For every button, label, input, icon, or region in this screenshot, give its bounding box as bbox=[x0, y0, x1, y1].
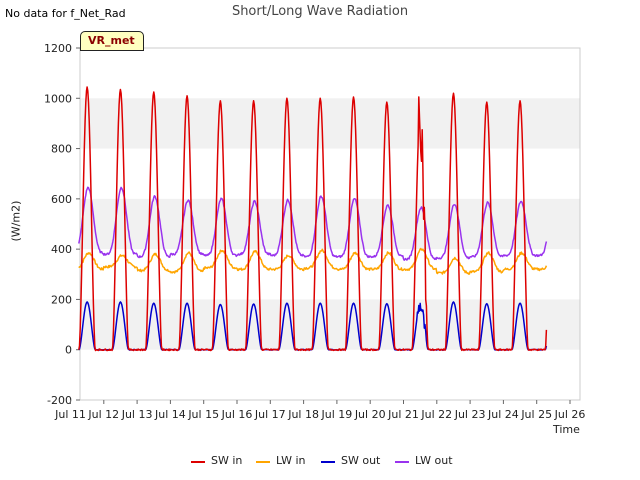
y-tick-label: -200 bbox=[47, 394, 72, 407]
x-tick-label: Jul 26 bbox=[554, 408, 586, 421]
x-tick-label: Jul 21 bbox=[387, 408, 419, 421]
grid-band bbox=[80, 299, 580, 350]
legend-swatch-sw-in bbox=[191, 461, 205, 463]
x-tick-label: Jul 15 bbox=[187, 408, 219, 421]
grid-band bbox=[80, 98, 580, 149]
series-line-lw-out bbox=[78, 186, 548, 261]
chart-title: Short/Long Wave Radiation bbox=[231, 4, 409, 19]
y-tick-label: 800 bbox=[51, 143, 72, 156]
legend-label-sw-out: SW out bbox=[341, 454, 381, 467]
no-data-notice: No data for f_Net_Rad bbox=[5, 7, 126, 20]
x-tick-label: Jul 16 bbox=[221, 408, 253, 421]
x-tick-label: Jul 19 bbox=[321, 408, 353, 421]
legend-swatch-sw-out bbox=[321, 461, 335, 463]
legend-label-lw-in: LW in bbox=[276, 454, 306, 467]
y-tick-label: 1200 bbox=[44, 42, 72, 55]
x-tick-label: Jul 23 bbox=[454, 408, 486, 421]
x-tick-label: Jul 20 bbox=[354, 408, 386, 421]
x-tick-label: Jul 13 bbox=[121, 408, 153, 421]
x-tick-label: Jul 11 bbox=[54, 408, 86, 421]
y-tick-label: 600 bbox=[51, 193, 72, 206]
y-axis-label: (W/m2) bbox=[9, 200, 23, 242]
x-tick-label: Jul 24 bbox=[487, 408, 519, 421]
site-tag: VR_met bbox=[80, 31, 144, 51]
y-tick-label: 400 bbox=[51, 243, 72, 256]
x-tick-label: Jul 14 bbox=[154, 408, 186, 421]
plot-border bbox=[79, 47, 581, 401]
y-tick-label: 200 bbox=[51, 293, 72, 306]
x-tick-label: Jul 18 bbox=[287, 408, 319, 421]
x-tick-label: Jul 12 bbox=[87, 408, 119, 421]
legend-swatch-lw-out bbox=[395, 461, 409, 463]
x-tick-label: Jul 25 bbox=[520, 408, 552, 421]
series-line-lw-in bbox=[78, 247, 548, 275]
series-line-sw-in bbox=[78, 86, 548, 352]
y-tick-label: 1000 bbox=[44, 92, 72, 105]
legend: SW in LW in SW out LW out bbox=[0, 454, 640, 468]
x-tick-label: Jul 17 bbox=[254, 408, 286, 421]
legend-label-lw-out: LW out bbox=[415, 454, 453, 467]
legend-swatch-lw-in bbox=[256, 461, 270, 463]
x-axis-label: Time bbox=[553, 423, 580, 436]
y-tick-label: 0 bbox=[65, 344, 72, 357]
x-tick-label: Jul 22 bbox=[420, 408, 452, 421]
legend-label-sw-in: SW in bbox=[211, 454, 243, 467]
